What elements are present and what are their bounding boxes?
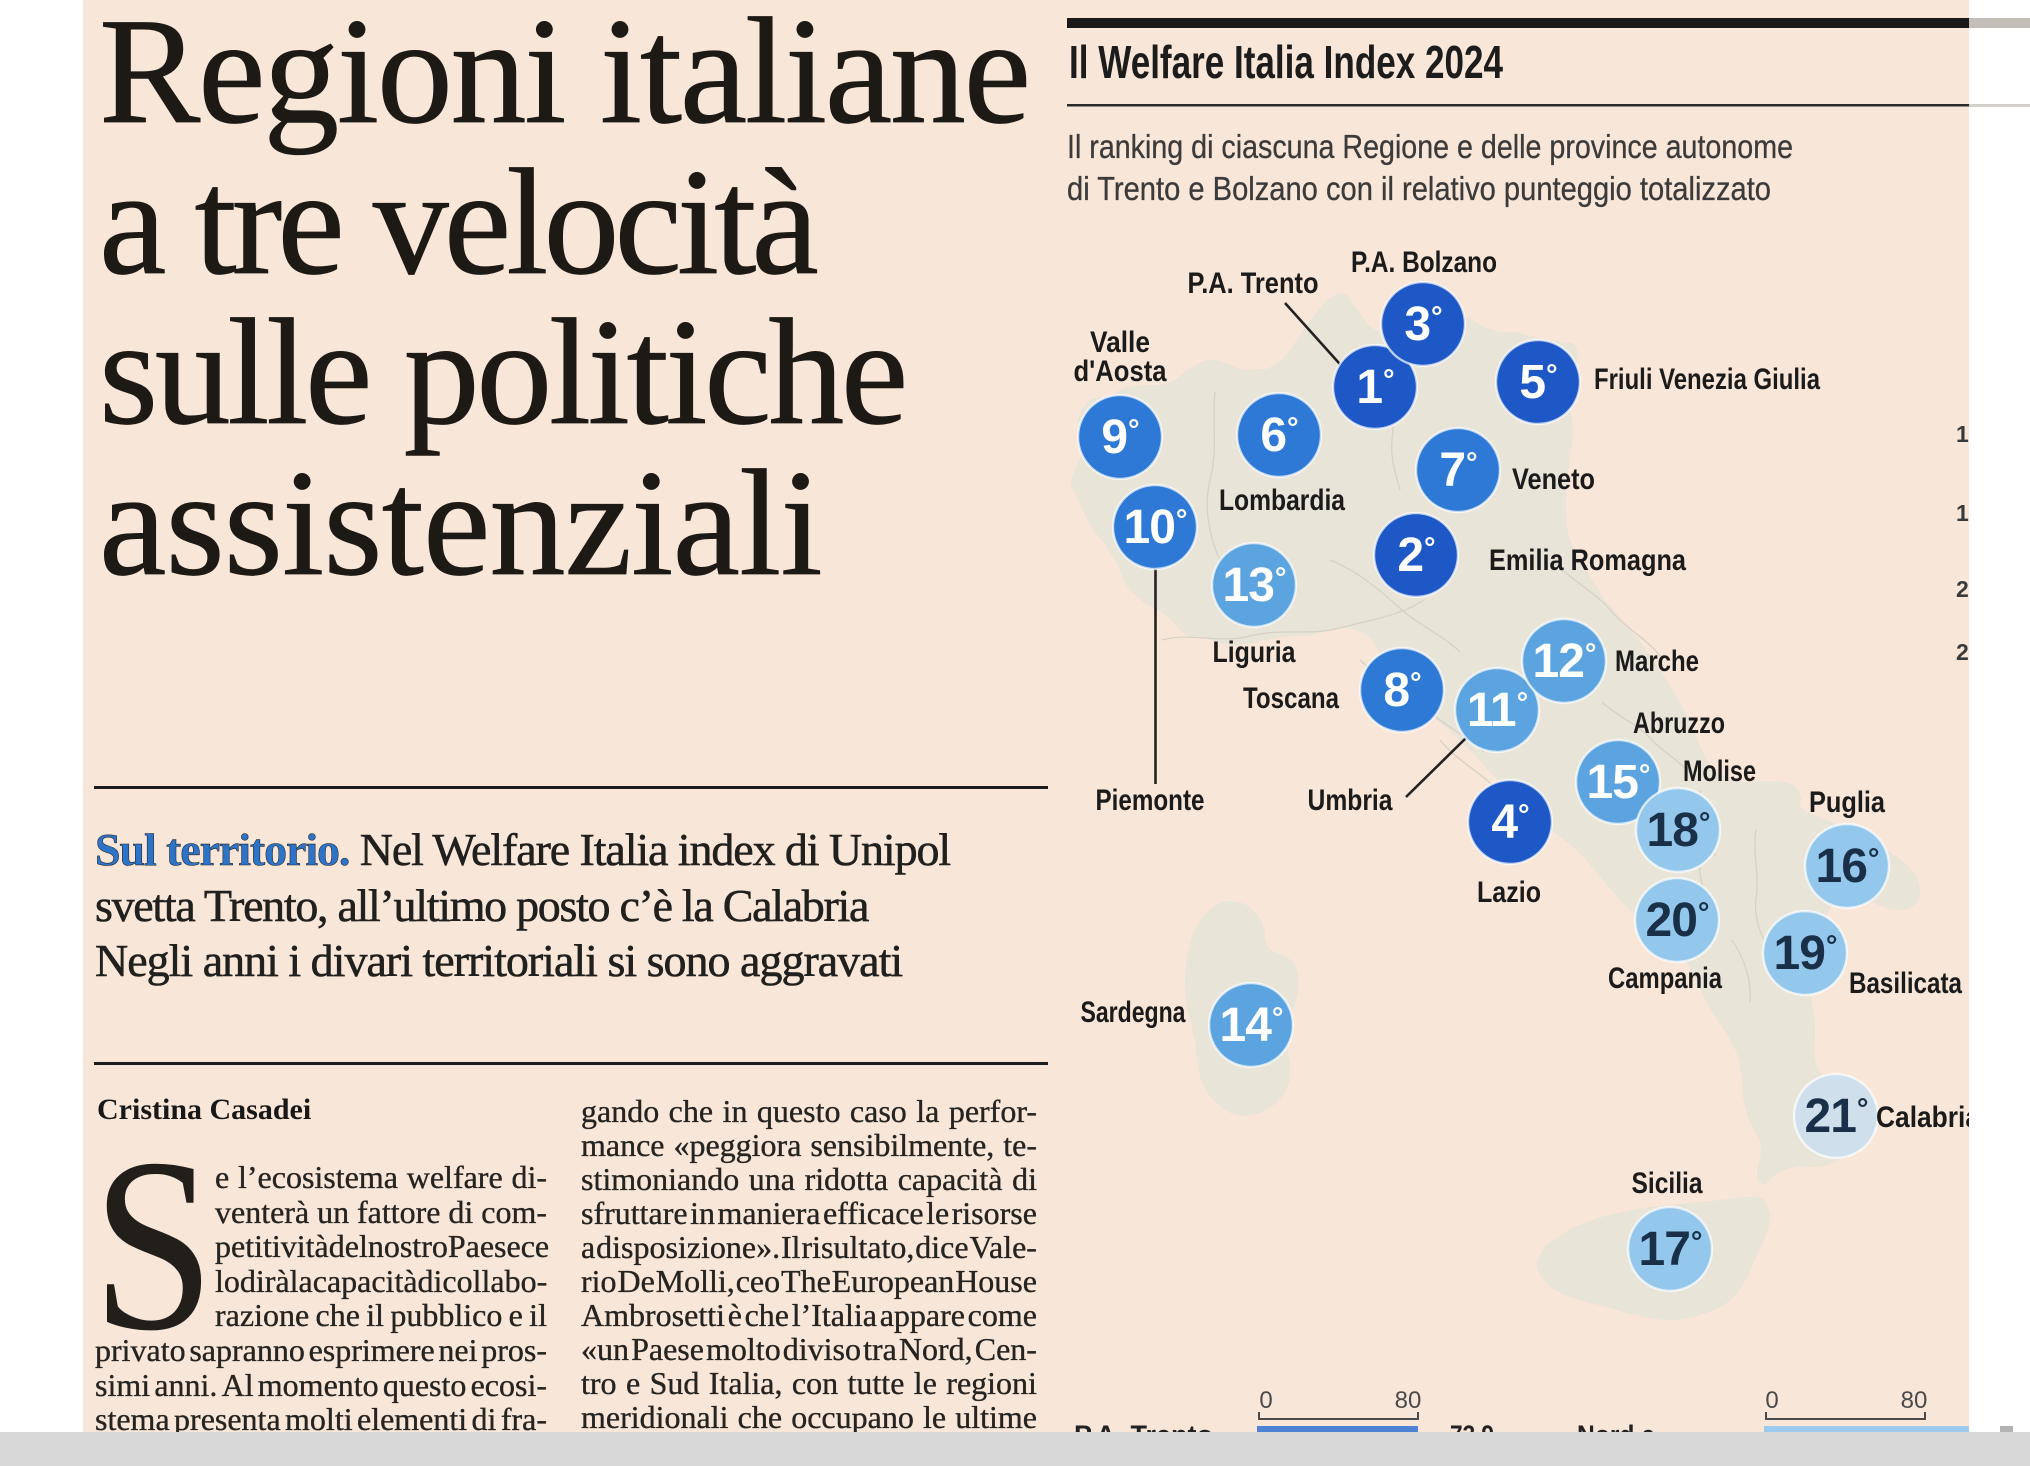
svg-text:Liguria: Liguria	[1213, 636, 1296, 669]
svg-text:Marche: Marche	[1615, 645, 1699, 678]
svg-text:P.A. Trento: P.A. Trento	[1074, 1420, 1213, 1432]
svg-text:P.A. Trento: P.A. Trento	[1188, 267, 1319, 300]
svg-text:9°: 9°	[1101, 411, 1139, 464]
svg-text:P.A. Bolzano: P.A. Bolzano	[1351, 246, 1497, 279]
svg-text:Basilicata: Basilicata	[1849, 967, 1962, 1000]
svg-text:Campania: Campania	[1608, 962, 1722, 995]
svg-text:Toscana: Toscana	[1243, 682, 1339, 715]
svg-text:d'Aosta: d'Aosta	[1074, 355, 1167, 388]
svg-text:Calabria: Calabria	[1876, 1101, 1980, 1134]
svg-text:Il ranking di ciascuna Regione: Il ranking di ciascuna Regione e delle p…	[1067, 128, 1793, 165]
svg-text:Il Welfare Italia Index 2024: Il Welfare Italia Index 2024	[1069, 36, 1503, 88]
svg-text:Piemonte: Piemonte	[1096, 784, 1205, 817]
svg-text:Veneto: Veneto	[1512, 463, 1595, 496]
svg-text:Valle: Valle	[1090, 326, 1150, 359]
svg-text:2: 2	[1956, 639, 1969, 665]
svg-text:80: 80	[1395, 1387, 1422, 1414]
svg-text:Molise: Molise	[1683, 755, 1756, 788]
svg-text:Puglia: Puglia	[1809, 786, 1885, 819]
svg-text:19°: 19°	[1774, 927, 1837, 980]
svg-text:Sardegna: Sardegna	[1081, 996, 1186, 1029]
svg-text:di Trento e Bolzano con il rel: di Trento e Bolzano con il relativo punt…	[1067, 170, 1771, 207]
svg-text:Friuli Venezia Giulia: Friuli Venezia Giulia	[1594, 363, 1820, 396]
svg-text:0: 0	[1765, 1387, 1778, 1414]
svg-text:Lombardia: Lombardia	[1219, 484, 1345, 517]
svg-text:2: 2	[1956, 576, 1969, 602]
svg-text:1: 1	[1956, 500, 1969, 526]
svg-text:Abruzzo: Abruzzo	[1633, 707, 1725, 740]
svg-text:Umbria: Umbria	[1308, 784, 1393, 817]
svg-text:Lazio: Lazio	[1477, 876, 1541, 909]
svg-text:1: 1	[1956, 421, 1969, 447]
svg-text:73,9: 73,9	[1450, 1420, 1494, 1432]
svg-text:0: 0	[1259, 1387, 1272, 1414]
svg-text:Sicilia: Sicilia	[1632, 1167, 1703, 1200]
svg-text:1°: 1°	[1356, 361, 1394, 414]
svg-text:80: 80	[1901, 1387, 1928, 1414]
svg-text:Emilia Romagna: Emilia Romagna	[1489, 544, 1686, 577]
svg-text:Nord e: Nord e	[1577, 1420, 1655, 1432]
svg-text:21°: 21°	[1805, 1090, 1868, 1143]
